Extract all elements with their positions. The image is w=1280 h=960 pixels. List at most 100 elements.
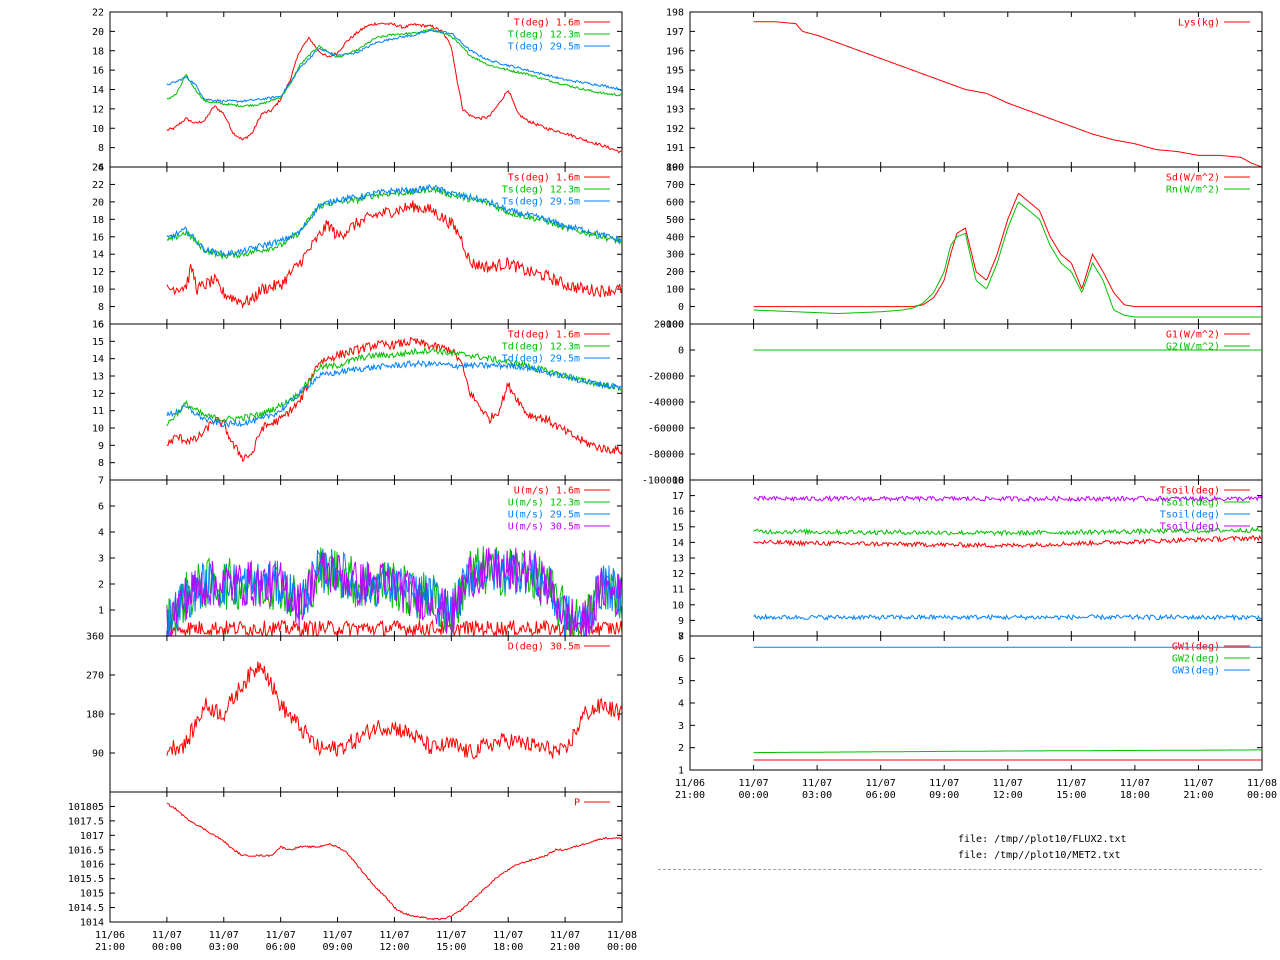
- y-tick-label: 2: [678, 743, 684, 754]
- legend-label: Tsoil(deg): [1160, 498, 1220, 509]
- y-tick-label: 3: [678, 721, 684, 732]
- y-tick-label: 16: [672, 507, 684, 518]
- x-tick-time: 15:00: [436, 942, 466, 953]
- data-series-line: [166, 21, 622, 154]
- legend-label: Lys(kg): [1178, 18, 1220, 29]
- y-tick-label: 14: [92, 85, 104, 96]
- legend-label: T(deg) 12.3m: [508, 30, 580, 41]
- x-tick-date: 11/07: [266, 930, 296, 941]
- x-tick-time: 18:00: [493, 942, 523, 953]
- data-series-line: [166, 619, 622, 636]
- x-tick-date: 11/07: [929, 778, 959, 789]
- data-series-line: [166, 336, 622, 463]
- y-tick-label: 5: [678, 676, 684, 687]
- lysimeter-frame: [689, 11, 1263, 168]
- y-tick-label: 193: [666, 104, 684, 115]
- x-tick-date: 11/07: [323, 930, 353, 941]
- y-tick-label: 17: [672, 491, 684, 502]
- legend-label: U(m/s) 30.5m: [508, 522, 580, 533]
- y-tick-label: 8: [98, 302, 104, 313]
- met-file-label: file: /tmp//plot10/MET2.txt: [958, 850, 1121, 861]
- data-series-line: [753, 526, 1262, 537]
- y-tick-label: 6: [98, 163, 104, 174]
- data-series-line: [166, 547, 622, 636]
- x-tick-time: 09:00: [929, 790, 959, 801]
- y-tick-label: 190: [666, 163, 684, 174]
- y-tick-label: 300: [666, 250, 684, 261]
- x-tick-time: 21:00: [95, 942, 125, 953]
- legend-label: T(deg) 1.6m: [514, 18, 580, 29]
- y-tick-label: 13: [92, 372, 104, 383]
- y-tick-label: -100000: [642, 476, 684, 487]
- y-tick-label: 10: [92, 285, 104, 296]
- legend-label: Tsoil(deg): [1160, 522, 1220, 533]
- y-tick-label: 7: [678, 632, 684, 643]
- x-tick-time: 12:00: [993, 790, 1023, 801]
- data-series-line: [166, 29, 622, 103]
- flux-file-label: file: /tmp//plot10/FLUX2.txt: [958, 834, 1127, 845]
- data-series-line: [166, 661, 622, 760]
- y-tick-label: 11: [672, 585, 684, 596]
- x-tick-date: 11/07: [739, 778, 769, 789]
- y-tick-label: 10: [92, 124, 104, 135]
- x-tick-date: 11/06: [95, 930, 125, 941]
- legend-label: G1(W/m^2): [1166, 330, 1220, 341]
- y-tick-label: 18: [92, 46, 104, 57]
- y-tick-label: 18: [672, 476, 684, 487]
- x-tick-date: 11/07: [436, 930, 466, 941]
- y-tick-label: 270: [86, 671, 104, 682]
- y-tick-label: 9: [678, 616, 684, 627]
- legend-label: Tsoil(deg): [1160, 510, 1220, 521]
- y-tick-label: 200: [666, 267, 684, 278]
- x-tick-date: 11/08: [1247, 778, 1277, 789]
- y-tick-label: 195: [666, 66, 684, 77]
- y-tick-label: 700: [666, 180, 684, 191]
- y-tick-label: 15: [672, 522, 684, 533]
- y-tick-label: 6: [678, 654, 684, 665]
- x-tick-date: 11/07: [379, 930, 409, 941]
- ground-heat-flux-panel: -100000 -80000 -60000 -40000 -20000 0 20000 G1(…: [642, 320, 1263, 487]
- y-tick-label: 0: [678, 346, 684, 357]
- y-tick-label: 0: [678, 302, 684, 313]
- y-tick-label: -20000: [648, 372, 684, 383]
- y-tick-label: 8: [98, 458, 104, 469]
- x-tick-time: 21:00: [675, 790, 705, 801]
- y-tick-label: 90: [92, 749, 104, 760]
- pressure-panel: 1014 1014.5 1015 1015.5 1016 1016.5 1017 1017.5…: [68, 791, 623, 929]
- y-tick-label: 22: [92, 8, 104, 19]
- x-tick-time: 15:00: [1056, 790, 1086, 801]
- legend-label: Ts(deg) 12.3m: [502, 185, 580, 196]
- y-tick-label: 197: [666, 27, 684, 38]
- soil-temperature-panel: 89101112131415161718Tsoil(deg)Tsoil(deg)…: [672, 476, 1263, 643]
- y-tick-label: -100: [660, 320, 684, 331]
- legend-label: Rn(W/m^2): [1166, 185, 1220, 196]
- y-tick-label: 11: [92, 406, 104, 417]
- y-tick-label: 100: [666, 285, 684, 296]
- x-tick-date: 11/07: [1056, 778, 1086, 789]
- x-tick-date: 11/07: [802, 778, 832, 789]
- x-tick-date: 11/07: [493, 930, 523, 941]
- y-tick-label: 1015: [80, 889, 104, 900]
- x-tick-time: 03:00: [802, 790, 832, 801]
- y-tick-label: -40000: [648, 398, 684, 409]
- y-tick-label: 14: [672, 538, 684, 549]
- air-temperature-panel: 6 8 10 12 14 16 18 20 22 T(deg) 1.6mT(deg) 12.3mT…: [92, 8, 623, 174]
- y-tick-label: 500: [666, 215, 684, 226]
- y-tick-label: 15: [92, 337, 104, 348]
- x-tick-time: 12:00: [379, 942, 409, 953]
- y-tick-label: 1016: [80, 860, 104, 871]
- y-tick-label: -80000: [648, 450, 684, 461]
- wind-direction-panel: 90 180 270 360 D(deg) 30.5m: [86, 632, 623, 793]
- y-tick-label: 12: [672, 569, 684, 580]
- lysimeter-panel: 190 191 192 193 194 195 196 197 198 Lys(kg): [666, 8, 1263, 174]
- y-tick-label: 8: [98, 143, 104, 154]
- y-tick-label: 101805: [68, 802, 104, 813]
- y-tick-label: 198: [666, 8, 684, 19]
- y-tick-label: 192: [666, 124, 684, 135]
- data-series-line: [166, 359, 622, 428]
- x-tick-time: 09:00: [323, 942, 353, 953]
- y-tick-label: 1014.5: [68, 903, 104, 914]
- legend-label: Td(deg) 29.5m: [502, 354, 580, 365]
